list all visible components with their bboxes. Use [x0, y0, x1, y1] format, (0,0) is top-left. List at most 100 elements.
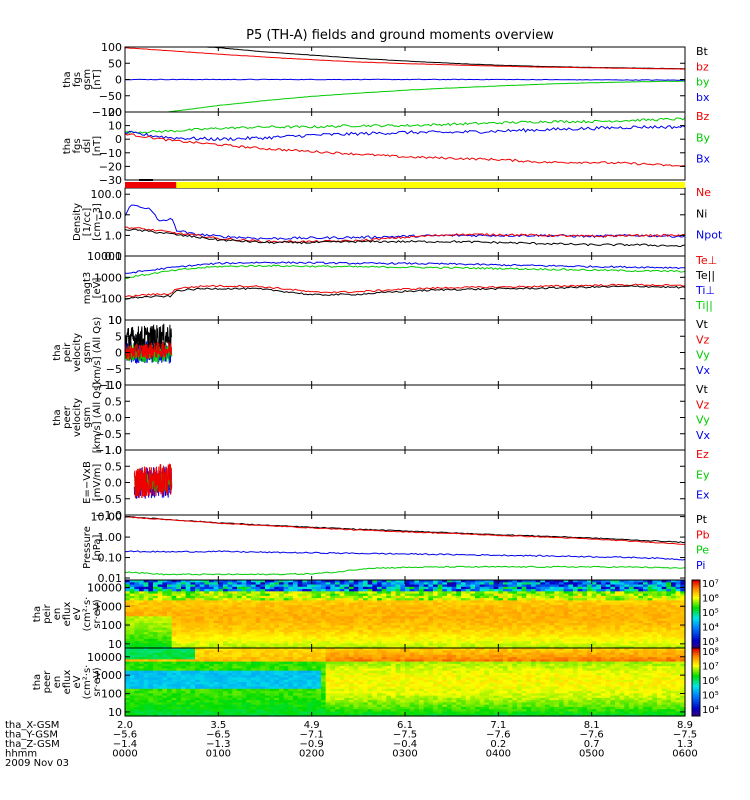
heatmap-cell — [405, 584, 411, 588]
heatmap-cell — [209, 627, 215, 631]
heatmap-cell — [638, 609, 644, 613]
heatmap-cell — [386, 607, 392, 611]
heatmap-cell — [386, 636, 392, 640]
heatmap-cell — [181, 677, 187, 681]
heatmap-cell — [395, 591, 401, 595]
heatmap-cell — [428, 604, 434, 608]
heatmap-cell — [624, 582, 630, 586]
heatmap-cell — [591, 584, 597, 588]
heatmap-cell — [185, 679, 191, 683]
heatmap-cell — [139, 648, 145, 651]
heatmap-cell — [549, 593, 555, 597]
heatmap-cell — [601, 600, 607, 604]
heatmap-cell — [237, 670, 243, 674]
heatmap-cell — [451, 595, 457, 599]
heatmap-cell — [227, 713, 233, 717]
heatmap-cell — [265, 593, 271, 597]
heatmap-cell — [540, 620, 546, 624]
heatmap-cell — [223, 620, 229, 624]
heatmap-cell — [251, 663, 257, 667]
heatmap-cell — [209, 713, 215, 717]
heatmap-cell — [633, 620, 639, 624]
heatmap-cell — [349, 634, 355, 638]
heatmap-cell — [479, 623, 485, 626]
heatmap-cell — [209, 695, 215, 699]
heatmap-cell — [610, 580, 616, 583]
heatmap-cell — [554, 618, 560, 622]
heatmap-cell — [171, 650, 177, 654]
heatmap-cell — [125, 682, 131, 685]
heatmap-cell — [134, 693, 140, 697]
heatmap-cell — [297, 593, 303, 597]
heatmap-cell — [367, 632, 373, 635]
heatmap-cell — [391, 582, 397, 586]
heatmap-cell — [204, 661, 210, 665]
heatmap-cell — [195, 684, 201, 688]
heatmap-cell — [577, 636, 583, 640]
heatmap-cell — [260, 686, 266, 690]
heatmap-cell — [549, 586, 555, 590]
heatmap-cell — [153, 661, 159, 665]
heatmap-cell — [213, 675, 219, 679]
heatmap-cell — [437, 589, 443, 592]
heatmap-cell — [619, 616, 625, 620]
heatmap-cell — [232, 697, 238, 701]
heatmap-cell — [531, 638, 537, 642]
heatmap-cell — [591, 593, 597, 597]
heatmap-cell — [153, 636, 159, 640]
heatmap-cell — [237, 623, 243, 626]
heatmap-cell — [227, 600, 233, 604]
heatmap-cell — [395, 602, 401, 606]
heatmap-cell — [479, 584, 485, 588]
heatmap-cell — [171, 648, 177, 651]
heatmap-cell — [405, 618, 411, 622]
heatmap-cell — [330, 618, 336, 622]
heatmap-cell — [619, 580, 625, 583]
heatmap-cell — [274, 634, 280, 638]
heatmap-cell — [386, 638, 392, 642]
colorbar-swatch — [692, 612, 700, 615]
heatmap-cell — [209, 607, 215, 611]
heatmap-cell — [475, 620, 481, 624]
colorbar-swatch — [692, 641, 700, 644]
heatmap-cell — [428, 600, 434, 604]
heatmap-cell — [125, 693, 131, 697]
heatmap-cell — [251, 693, 257, 697]
heatmap-cell — [241, 611, 247, 615]
heatmap-cell — [143, 659, 149, 663]
heatmap-cell — [288, 645, 294, 649]
heatmap-cell — [428, 634, 434, 638]
heatmap-cell — [409, 602, 415, 606]
heatmap-cell — [433, 625, 439, 629]
heatmap-cell — [288, 598, 294, 601]
heatmap-cell — [265, 580, 271, 583]
heatmap-cell — [232, 652, 238, 656]
heatmap-cell — [335, 607, 341, 611]
heatmap-cell — [279, 595, 285, 599]
heatmap-cell — [335, 629, 341, 633]
heatmap-cell — [157, 598, 163, 601]
heatmap-cell — [134, 629, 140, 633]
heatmap-cell — [176, 600, 182, 604]
heatmap-cell — [185, 684, 191, 688]
heatmap-cell — [195, 648, 201, 651]
heatmap-cell — [162, 675, 168, 679]
heatmap-cell — [605, 598, 611, 601]
heatmap-cell — [423, 643, 429, 647]
heatmap-cell — [213, 709, 219, 713]
heatmap-cell — [624, 598, 630, 601]
heatmap-cell — [624, 627, 630, 631]
heatmap-cell — [139, 600, 145, 604]
heatmap-cell — [498, 629, 504, 633]
heatmap-cell — [307, 595, 313, 599]
heatmap-cell — [181, 668, 187, 672]
heatmap-cell — [461, 602, 467, 606]
heatmap-cell — [237, 713, 243, 717]
heatmap-cell — [339, 591, 345, 595]
heatmap-cell — [377, 609, 383, 613]
heatmap-cell — [251, 668, 257, 672]
heatmap-cell — [428, 607, 434, 611]
heatmap-cell — [666, 636, 672, 640]
heatmap-cell — [269, 693, 275, 697]
